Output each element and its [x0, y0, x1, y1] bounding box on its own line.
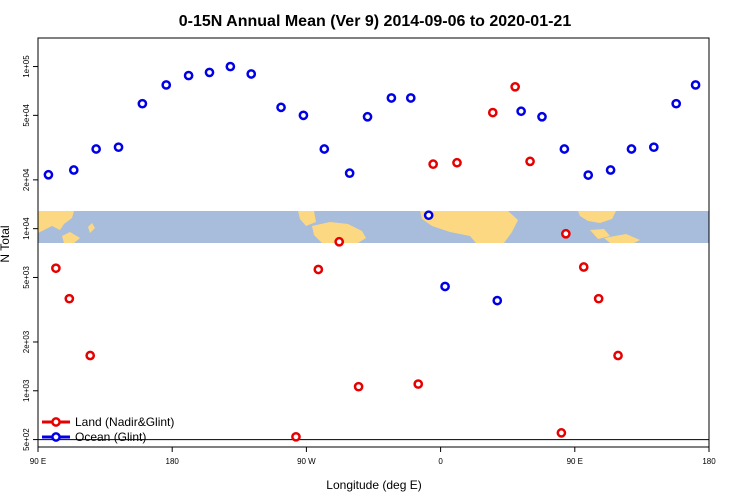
land-point	[291, 431, 301, 442]
ocean-point	[440, 281, 450, 292]
y-tick-label: 2e+04	[22, 168, 31, 191]
world-map-band	[38, 211, 709, 243]
x-tick-label: 180	[166, 457, 180, 466]
land-point	[613, 350, 623, 361]
data-points	[43, 61, 701, 442]
ocean-point	[183, 70, 194, 81]
land-point	[353, 381, 364, 392]
land-point	[487, 107, 498, 118]
land-point	[556, 428, 567, 438]
ocean-point	[690, 80, 701, 90]
ocean-point	[161, 80, 172, 90]
land-point	[593, 293, 604, 304]
ocean-point	[362, 111, 373, 122]
y-tick-label: 1e+05	[22, 55, 31, 78]
ocean-point	[246, 69, 257, 79]
plot-frame	[37, 37, 710, 448]
y-tick-label: 1e+03	[22, 379, 31, 402]
ocean-point	[276, 102, 286, 113]
land-point	[334, 236, 345, 247]
ocean-point	[344, 168, 355, 179]
x-axis-label: Longitude (deg E)	[326, 478, 421, 492]
ocean-point	[626, 144, 637, 154]
land-point	[64, 293, 75, 304]
ocean-point	[559, 144, 570, 154]
land-point	[313, 264, 324, 275]
x-tick-label: 0	[438, 457, 443, 466]
ocean-point	[386, 93, 397, 103]
ocean-point	[319, 144, 330, 154]
y-tick-label: 5e+02	[22, 428, 31, 451]
ocean-point	[68, 165, 79, 175]
land-point	[578, 262, 589, 272]
x-axis: 90 E 180 90 W 0 90 E 180	[30, 447, 716, 466]
legend-ocean-label: Ocean (Glint)	[75, 430, 146, 444]
y-tick-label: 5e+03	[22, 266, 31, 289]
land-point	[428, 159, 438, 170]
ocean-point	[137, 98, 148, 109]
x-tick-label: 180	[702, 457, 716, 466]
land-point	[51, 263, 61, 274]
ocean-point	[43, 169, 54, 180]
ocean-point	[537, 111, 547, 122]
ocean-point	[516, 106, 526, 117]
chart-title: 0-15N Annual Mean (Ver 9) 2014-09-06 to …	[179, 13, 572, 30]
y-tick-label: 2e+03	[22, 330, 31, 353]
ocean-point	[423, 210, 434, 221]
land-point	[510, 81, 521, 92]
ocean-point	[648, 142, 659, 153]
ocean-point	[492, 295, 503, 306]
ocean-point	[91, 144, 102, 154]
land-point	[525, 156, 535, 167]
legend: Land (Nadir&Glint) Ocean (Glint)	[42, 415, 174, 444]
ocean-point	[298, 110, 309, 121]
legend-land-label: Land (Nadir&Glint)	[75, 415, 174, 429]
x-tick-label: 90 E	[567, 457, 583, 466]
land-point	[561, 228, 571, 239]
ocean-point	[204, 67, 215, 78]
y-axis: 5e+02 1e+03 2e+03 5e+03 1e+04 2e+04 5e+04 1e+05	[22, 55, 38, 451]
x-tick-label: 90 W	[297, 457, 316, 466]
land-point	[85, 350, 96, 361]
land-point	[452, 157, 462, 168]
ocean-point	[405, 93, 416, 103]
ocean-point	[671, 98, 682, 109]
legend-land-marker	[51, 417, 61, 427]
ocean-point	[605, 165, 616, 175]
y-tick-label: 5e+04	[22, 104, 31, 127]
x-tick-label: 90 E	[30, 457, 46, 466]
legend-ocean-marker	[51, 432, 61, 442]
y-axis-label: N Total	[0, 225, 12, 262]
y-tick-label: 1e+04	[22, 217, 31, 240]
ocean-point	[113, 142, 124, 153]
ocean-point	[583, 170, 594, 180]
ocean-point	[225, 61, 236, 72]
land-point	[413, 379, 424, 389]
